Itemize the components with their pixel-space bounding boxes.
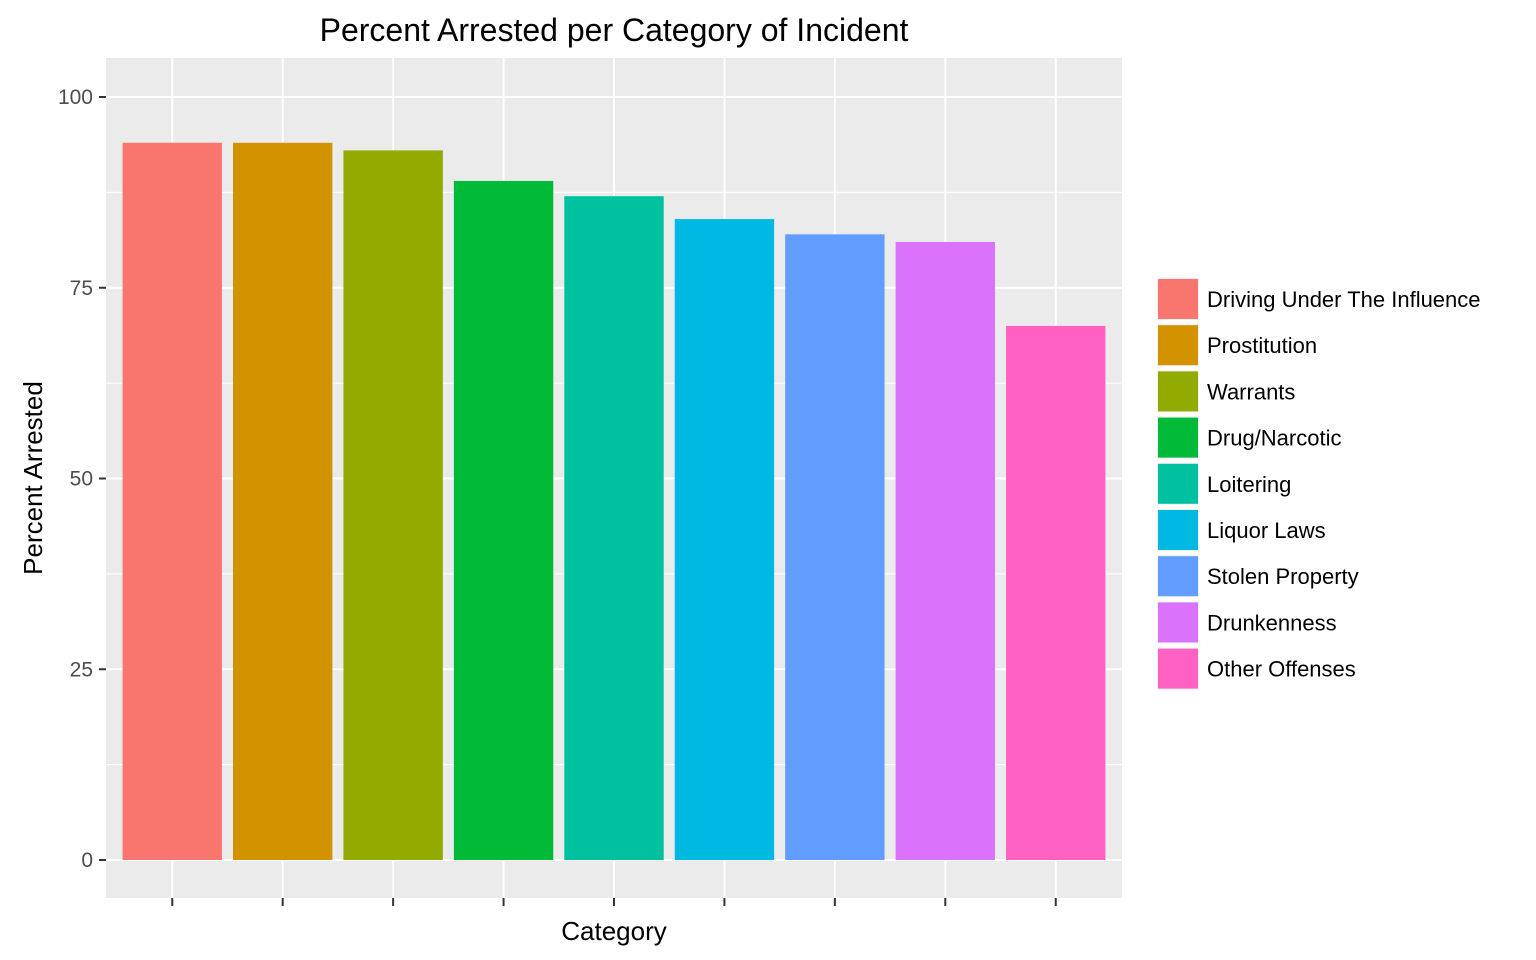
y-tick-label: 50: [70, 468, 93, 491]
legend-swatch: [1158, 279, 1198, 319]
axes: 0 25 50 75 100: [58, 86, 1057, 906]
legend-swatch: [1158, 602, 1198, 643]
legend-swatch: [1158, 556, 1198, 597]
bar: [343, 150, 443, 860]
legend-label: Prostitution: [1207, 333, 1317, 358]
legend-swatch: [1158, 325, 1198, 366]
legend: Driving Under The Influence Prostitution W…: [1157, 278, 1481, 690]
legend-label: Drunkenness: [1207, 610, 1337, 635]
legend-swatch: [1158, 510, 1198, 550]
bar: [674, 219, 775, 860]
legend-label: Other Offenses: [1207, 657, 1356, 682]
y-tick-label: 25: [70, 658, 93, 681]
y-tick-label: 100: [58, 86, 93, 109]
bar: [895, 241, 995, 861]
bars: [122, 142, 1106, 861]
legend-swatch: [1158, 371, 1198, 412]
bar: [453, 180, 554, 860]
legend-swatch: [1158, 463, 1198, 504]
y-axis-title: Percent Arrested: [18, 381, 48, 575]
bar: [785, 234, 885, 861]
legend-label: Warrants: [1207, 379, 1295, 404]
legend-label: Drug/Narcotic: [1207, 426, 1341, 451]
legend-label: Liquor Laws: [1207, 518, 1326, 543]
legend-label: Loitering: [1207, 472, 1291, 497]
chart-title: Percent Arrested per Category of Inciden…: [320, 12, 909, 48]
legend-label: Stolen Property: [1207, 564, 1359, 589]
legend-swatch: [1158, 417, 1198, 458]
bar: [233, 142, 333, 860]
bar: [564, 196, 664, 860]
bar: [122, 142, 222, 860]
y-tick-label: 75: [70, 277, 93, 300]
y-tick-label: 0: [81, 849, 93, 872]
legend-swatch: [1158, 648, 1198, 689]
x-axis-title: Category: [561, 916, 667, 946]
bar: [1006, 325, 1106, 860]
legend-label: Driving Under The Influence: [1207, 287, 1481, 312]
